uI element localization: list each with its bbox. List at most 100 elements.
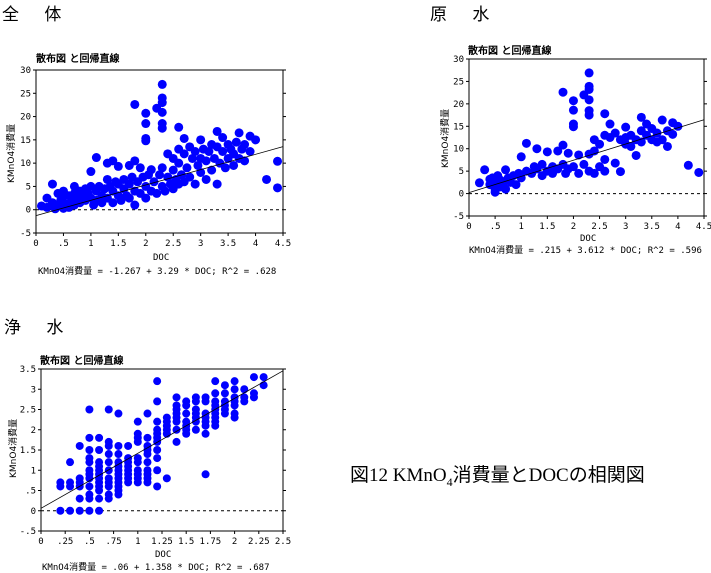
data-point <box>605 119 615 129</box>
y-tick-label: .5 <box>25 487 36 497</box>
data-point <box>85 433 94 442</box>
y-tick-label: 2 <box>31 426 36 436</box>
data-point <box>143 466 152 475</box>
data-point <box>157 123 167 133</box>
y-tick-label: 0 <box>26 206 31 216</box>
x-tick-label: 3 <box>623 222 628 232</box>
x-tick-label: 3.5 <box>220 239 236 249</box>
data-point <box>108 198 118 208</box>
data-point <box>153 417 162 426</box>
x-tick-label: 1.5 <box>539 222 555 232</box>
data-point <box>191 393 200 402</box>
plot-frame <box>35 69 284 234</box>
data-point <box>56 506 65 515</box>
data-point <box>85 490 94 499</box>
data-point <box>201 156 211 166</box>
x-tick-label: .75 <box>105 537 121 547</box>
data-point <box>85 405 94 414</box>
x-tick-label: 2.5 <box>591 222 607 232</box>
x-tick-label: 1.25 <box>151 537 173 547</box>
chart2-title: 散布図 と回帰直線 <box>468 46 552 57</box>
data-point <box>574 150 584 160</box>
data-point <box>211 397 220 406</box>
x-tick-label: 1.5 <box>110 239 126 249</box>
data-point <box>153 466 162 475</box>
data-point <box>113 161 123 171</box>
data-point <box>146 165 156 175</box>
data-point <box>85 482 94 491</box>
data-point <box>75 474 84 483</box>
data-point <box>501 165 511 175</box>
data-point <box>104 474 113 483</box>
data-point <box>259 373 268 382</box>
data-point <box>143 458 152 467</box>
data-point <box>95 494 104 503</box>
data-point <box>193 160 203 170</box>
data-point <box>114 409 123 418</box>
data-point <box>182 409 191 418</box>
data-point <box>104 490 113 499</box>
data-point <box>501 184 511 194</box>
y-tick-label: 5 <box>26 182 31 192</box>
data-point <box>143 441 152 450</box>
data-point <box>141 193 151 203</box>
data-point <box>615 167 625 177</box>
data-point <box>85 506 94 515</box>
data-point <box>179 133 189 143</box>
data-point <box>160 186 170 196</box>
data-point <box>190 147 200 156</box>
data-point <box>600 166 610 176</box>
data-point <box>75 506 84 515</box>
data-point <box>234 128 244 138</box>
x-tick-label: 4 <box>253 239 258 249</box>
data-point <box>220 381 229 390</box>
data-point <box>114 450 123 459</box>
data-point <box>102 174 112 184</box>
data-point <box>91 153 101 163</box>
caption-prefix: 図12 KMnO <box>350 465 447 486</box>
data-point <box>75 494 84 503</box>
data-point <box>130 156 140 166</box>
data-point <box>133 429 142 438</box>
data-point <box>182 397 191 406</box>
data-point <box>66 458 75 467</box>
x-tick-label: 4.5 <box>275 239 291 249</box>
x-tick-label: 4 <box>675 222 680 232</box>
data-point <box>75 441 84 450</box>
data-point <box>626 141 636 151</box>
data-point <box>95 458 104 467</box>
data-point <box>104 405 113 414</box>
data-point <box>220 389 229 398</box>
data-point <box>201 470 210 479</box>
data-point <box>600 154 610 164</box>
data-point <box>211 377 220 386</box>
data-point <box>66 478 75 487</box>
data-point <box>249 389 258 398</box>
data-point <box>230 377 239 386</box>
data-point <box>621 122 631 132</box>
x-tick-label: 2.5 <box>275 537 291 547</box>
data-point <box>511 180 521 190</box>
y-tick-label: 20 <box>453 100 464 110</box>
x-tick-label: 2 <box>232 537 237 547</box>
data-point <box>157 79 167 89</box>
data-point <box>66 506 75 515</box>
regression-line <box>468 119 705 193</box>
data-point <box>191 405 200 414</box>
data-point <box>568 122 578 132</box>
data-point <box>240 140 250 150</box>
data-point <box>162 474 171 483</box>
y-tick-label: 5 <box>459 167 464 177</box>
y-tick-label: 1.5 <box>20 446 36 456</box>
data-point <box>201 174 211 184</box>
data-point <box>95 433 104 442</box>
data-point <box>211 389 220 398</box>
x-tick-label: 2.5 <box>165 239 181 249</box>
data-point <box>168 165 178 175</box>
y-tick-label: 15 <box>453 122 464 132</box>
data-point <box>153 397 162 406</box>
chart1-equation: KMnO4消費量 = -1.267 + 3.29 * DOC; R^2 = .6… <box>38 267 277 277</box>
data-point <box>553 146 563 156</box>
data-point <box>563 148 573 158</box>
